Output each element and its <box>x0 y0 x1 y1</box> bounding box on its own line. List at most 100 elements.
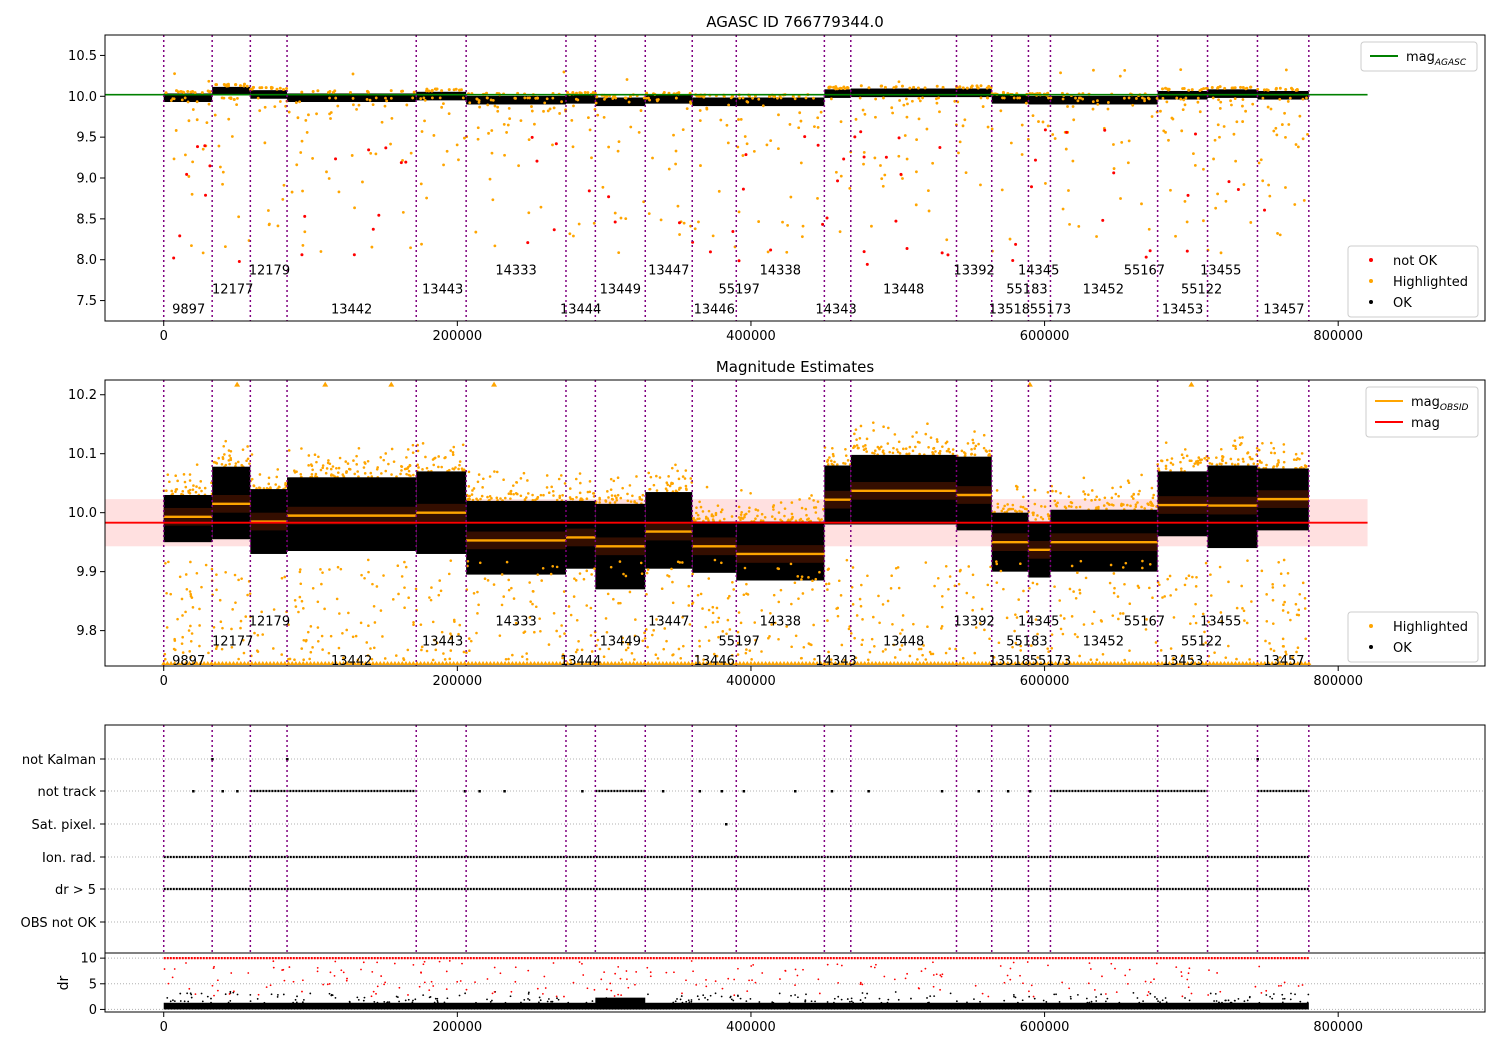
highlighted-point <box>683 477 687 480</box>
not-ok-point <box>737 259 741 263</box>
highlighted-point <box>736 630 740 634</box>
highlighted-point <box>707 509 711 513</box>
not-ok-point <box>853 135 857 139</box>
clipped-low-marker <box>194 661 200 666</box>
highlighted-point <box>1278 97 1282 101</box>
clipped-low-marker <box>675 661 681 666</box>
highlighted-point <box>521 655 524 658</box>
highlighted-point <box>1076 635 1079 639</box>
highlighted-point <box>1283 600 1286 604</box>
highlighted-point <box>1295 650 1298 654</box>
dr-not-ok-point <box>1301 984 1304 986</box>
clipped-low-marker <box>208 661 214 666</box>
highlighted-point <box>218 598 222 602</box>
highlighted-point <box>860 583 863 587</box>
dr-ok-point <box>758 1001 761 1003</box>
highlighted-point <box>741 154 745 157</box>
highlighted-point <box>1023 507 1027 511</box>
highlighted-point <box>1095 658 1099 662</box>
dr-not-ok-point <box>733 978 736 981</box>
highlighted-point <box>837 579 841 583</box>
highlighted-point <box>513 96 517 100</box>
clipped-low-marker <box>818 661 824 666</box>
highlighted-point <box>642 200 646 204</box>
highlighted-point <box>629 500 633 503</box>
highlighted-point <box>777 511 781 514</box>
dr-not-ok-point <box>461 962 463 965</box>
highlighted-point <box>816 125 820 129</box>
highlighted-point <box>590 650 594 653</box>
highlighted-point <box>1237 458 1240 461</box>
highlighted-point <box>280 653 284 656</box>
highlighted-point <box>539 629 542 633</box>
highlighted-point <box>405 456 408 459</box>
highlighted-point <box>1203 457 1206 460</box>
highlighted-point <box>1279 572 1283 576</box>
highlighted-point <box>569 658 572 662</box>
clipped-high-marker <box>234 381 241 387</box>
highlighted-point <box>674 463 677 467</box>
highlighted-point <box>666 574 669 577</box>
highlighted-point <box>507 588 511 592</box>
highlighted-point <box>165 626 169 629</box>
highlighted-point <box>887 426 890 430</box>
highlighted-point <box>1287 123 1291 126</box>
highlighted-point <box>220 96 224 100</box>
highlighted-point <box>195 463 199 466</box>
dr-not-ok-point <box>326 983 329 986</box>
dr-not-ok-point <box>247 972 250 974</box>
clipped-low-marker <box>311 661 317 666</box>
highlighted-point <box>582 577 586 581</box>
panel4-plot-area <box>105 957 1485 1010</box>
obsid-label: 13446 <box>694 303 735 318</box>
highlighted-point <box>1182 98 1186 102</box>
highlighted-point <box>726 618 730 622</box>
highlighted-point <box>790 645 793 649</box>
highlighted-point <box>461 96 465 100</box>
clipped-low-marker <box>443 661 449 666</box>
dr-ok-point <box>840 998 843 1001</box>
highlighted-point <box>898 99 902 102</box>
highlighted-point <box>1294 602 1298 606</box>
dr-ok-point <box>706 998 709 1001</box>
clipped-low-marker <box>1210 661 1216 666</box>
dr-ok-point <box>383 1000 386 1003</box>
obsid-label: 13457 <box>1263 303 1304 318</box>
highlighted-point <box>580 648 584 652</box>
clipped-low-marker <box>1100 661 1106 666</box>
highlighted-point <box>1199 461 1202 464</box>
dr-ok-point <box>698 998 700 1001</box>
clipped-low-marker <box>1060 661 1066 666</box>
clipped-low-marker <box>168 661 174 666</box>
x-tick-label: 600000 <box>1020 674 1070 689</box>
highlighted-point <box>688 623 692 626</box>
clipped-low-marker <box>421 661 427 666</box>
clipped-low-marker <box>322 661 328 666</box>
y-tick-label: 10 <box>80 952 97 967</box>
dr-not-ok-point <box>610 989 613 992</box>
flag-point <box>211 758 214 761</box>
highlighted-point <box>711 611 715 615</box>
highlighted-point <box>872 615 875 619</box>
highlighted-point <box>746 100 750 104</box>
dr-not-ok-point <box>1297 985 1300 987</box>
highlighted-point <box>737 210 741 214</box>
dr-ok-point <box>979 1000 981 1003</box>
legend-swatch-dot <box>1369 300 1373 304</box>
highlighted-point <box>431 658 435 662</box>
highlighted-point <box>881 603 885 606</box>
highlighted-point <box>327 651 331 655</box>
highlighted-point <box>561 653 565 656</box>
highlighted-point <box>606 490 609 493</box>
dr-not-ok-point <box>635 971 638 973</box>
highlighted-point <box>1274 126 1278 130</box>
highlighted-point <box>536 573 540 576</box>
highlighted-point <box>1059 627 1063 631</box>
highlighted-point <box>1185 454 1189 458</box>
dr-ok-point <box>407 998 410 1001</box>
highlighted-point <box>654 653 658 657</box>
clipped-low-marker <box>664 661 670 666</box>
highlighted-point <box>1214 206 1218 210</box>
